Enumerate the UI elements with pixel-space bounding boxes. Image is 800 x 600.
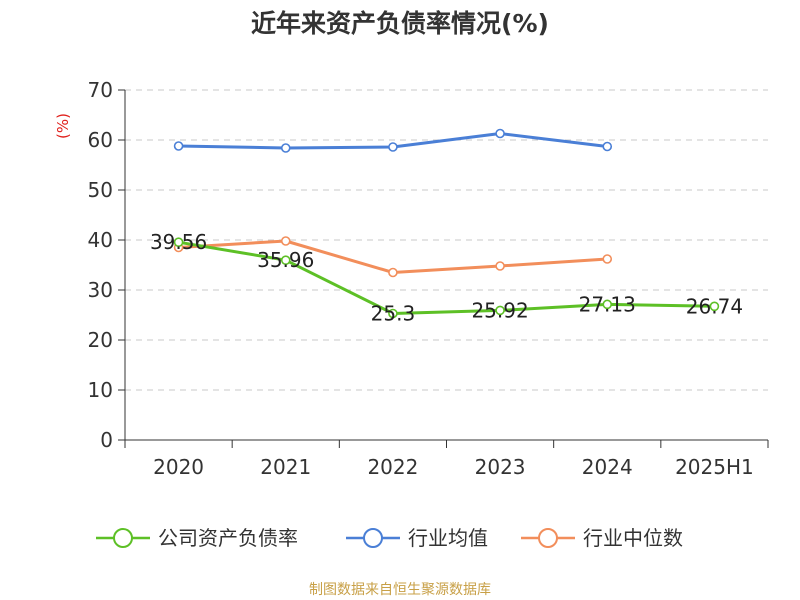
axes: 0 10 20 30 40 50 60 70 2020 2021 2022 2023 2024 2025H…: [54, 78, 769, 479]
y-tick-label: 40: [88, 228, 113, 252]
legend-marker-icon: [363, 528, 383, 548]
data-point: [709, 301, 720, 312]
x-tick-label: 2022: [367, 455, 418, 479]
data-label: 35.96: [257, 248, 314, 272]
data-label: 25.3: [371, 302, 416, 326]
y-tick-label: 0: [100, 428, 113, 452]
data-point: [280, 255, 291, 266]
source-note: 制图数据来自恒生聚源数据库: [309, 582, 491, 598]
y-tick-label: 70: [88, 78, 113, 102]
data-point: [388, 308, 398, 319]
data-point: [495, 128, 505, 139]
data-point: [173, 141, 184, 151]
y-axis-label: (%): [54, 113, 72, 139]
data-point: [388, 142, 398, 152]
legend: 公司资产负债率 行业均值 行业中位数: [96, 526, 683, 550]
y-tick-label: 10: [88, 378, 113, 402]
legend-label: 公司资产负债率: [158, 526, 298, 550]
x-tick-label: 2024: [582, 455, 633, 479]
data-point: [388, 267, 398, 278]
y-tick-label: 30: [88, 278, 113, 302]
data-point: [280, 143, 291, 153]
legend-label: 行业中位数: [583, 526, 683, 550]
data-point: [280, 236, 291, 246]
y-tick-label: 60: [88, 128, 113, 152]
y-tick-label: 20: [88, 328, 113, 352]
legend-label: 行业均值: [408, 526, 488, 550]
y-tick-label: 50: [88, 178, 113, 202]
legend-marker-icon: [538, 528, 558, 548]
data-label: 27.13: [579, 292, 636, 316]
x-tick-label: 2021: [260, 455, 311, 479]
data-point: [495, 261, 505, 271]
data-label: 26.74: [686, 294, 743, 318]
data-labels: 39.56 35.96 25.3 25.92 27.13 26.74: [150, 230, 743, 325]
data-point: [495, 305, 505, 316]
x-tick-label: 2025H1: [675, 455, 754, 479]
data-point: [173, 237, 184, 247]
grid-lines: [125, 89, 768, 391]
x-tick-label: 2020: [153, 455, 204, 479]
series-lines: [173, 128, 720, 319]
data-label: 25.92: [471, 298, 528, 322]
series-line: [177, 240, 716, 315]
data-label: 39.56: [150, 230, 207, 254]
legend-marker-icon: [113, 528, 133, 548]
data-point: [602, 299, 613, 310]
data-point: [602, 141, 613, 152]
chart-title: 近年来资产负债率情况(%): [251, 9, 549, 38]
x-tick-label: 2023: [475, 455, 526, 479]
data-point: [602, 254, 613, 264]
